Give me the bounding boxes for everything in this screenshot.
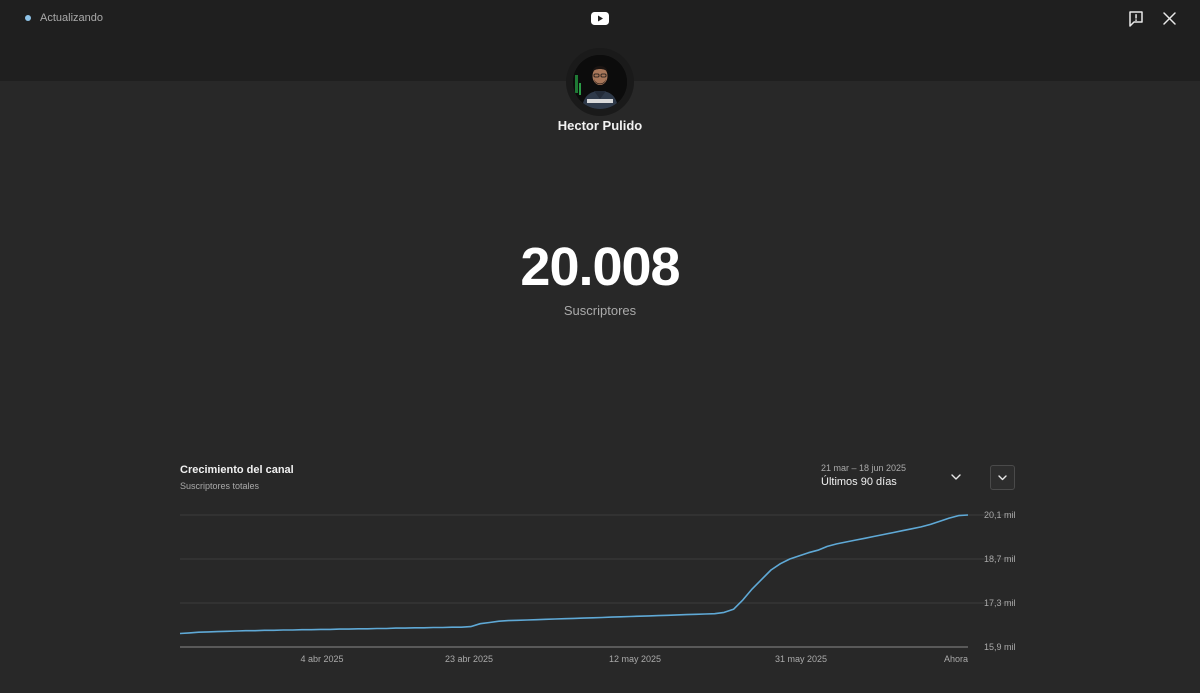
- date-range-selector[interactable]: Últimos 90 días: [821, 476, 897, 488]
- chart-subtitle: Suscriptores totales: [180, 481, 260, 491]
- status-indicator: Actualizando: [25, 12, 103, 24]
- y-tick-label: 18,7 mil: [984, 554, 1016, 564]
- youtube-icon: [591, 12, 609, 30]
- close-icon[interactable]: [1161, 10, 1178, 27]
- x-tick-label: 23 abr 2025: [445, 654, 493, 664]
- chevron-down-icon[interactable]: [949, 470, 963, 484]
- chart-title: Crecimiento del canal: [180, 464, 294, 476]
- status-dot-icon: [25, 15, 31, 21]
- series-line: [179, 514, 969, 635]
- y-tick-label: 17,3 mil: [984, 598, 1016, 608]
- expand-chevron-icon: [998, 475, 1007, 481]
- y-tick-label: 20,1 mil: [984, 510, 1016, 520]
- channel-name: Hector Pulido: [557, 118, 643, 133]
- expand-chart-button[interactable]: [990, 465, 1015, 490]
- y-tick-label: 15,9 mil: [984, 642, 1016, 652]
- channel-avatar[interactable]: [573, 55, 627, 109]
- report-feedback-icon[interactable]: [1127, 10, 1145, 28]
- x-tick-label: 31 may 2025: [775, 654, 827, 664]
- subscriber-label: Suscriptores: [563, 303, 637, 318]
- date-range-text: 21 mar – 18 jun 2025: [821, 463, 907, 473]
- x-tick-label: Ahora: [944, 654, 968, 664]
- status-text: Actualizando: [40, 12, 103, 24]
- x-tick-label: 12 may 2025: [609, 654, 661, 664]
- subscriber-count: 20.008: [520, 237, 680, 297]
- x-tick-label: 4 abr 2025: [300, 654, 343, 664]
